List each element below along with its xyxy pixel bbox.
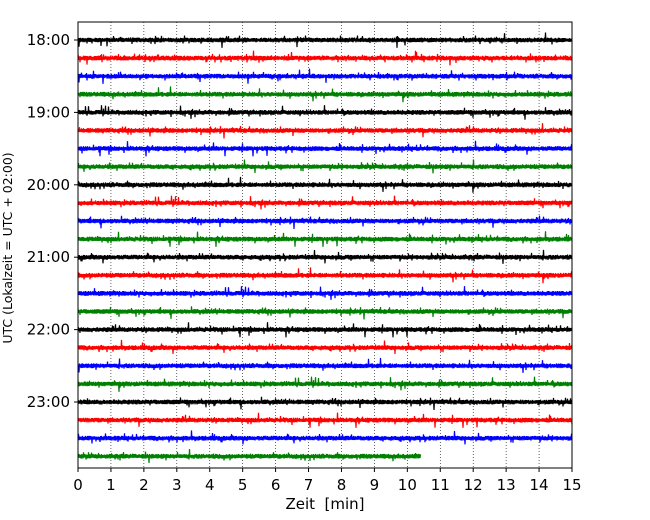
trace-2345 xyxy=(77,448,422,464)
y-tick-label: 22:00 xyxy=(27,321,70,339)
x-tick-label: 13 xyxy=(497,476,516,494)
y-axis-title: UTC (Lokalzeit = UTC + 02:00) xyxy=(0,152,15,343)
trace-2130 xyxy=(77,286,573,300)
x-axis-title: Zeit [min] xyxy=(285,495,364,513)
x-tick-label: 1 xyxy=(106,476,116,494)
x-tick-label: 15 xyxy=(562,476,581,494)
trace-2315 xyxy=(77,412,573,428)
trace-2230 xyxy=(77,357,573,373)
x-tick-label: 12 xyxy=(464,476,483,494)
x-tick-label: 2 xyxy=(139,476,149,494)
trace-2145 xyxy=(77,306,573,320)
plot-frame xyxy=(77,21,573,469)
trace-2015 xyxy=(77,195,573,210)
y-tick-label: 21:00 xyxy=(27,248,70,266)
trace-1930 xyxy=(77,140,573,157)
trace-2100 xyxy=(77,249,573,264)
x-tick-label: 5 xyxy=(238,476,248,494)
trace-2200 xyxy=(77,322,573,338)
x-tick-label: 9 xyxy=(370,476,380,494)
x-tick-label: 0 xyxy=(73,476,83,494)
trace-1800 xyxy=(77,32,573,48)
y-tick-label: 20:00 xyxy=(27,176,70,194)
traces xyxy=(77,32,573,464)
grid-lines xyxy=(110,22,540,468)
x-tick-label: 10 xyxy=(398,476,417,494)
x-tick-label: 3 xyxy=(172,476,182,494)
trace-1830 xyxy=(77,68,573,84)
trace-1915 xyxy=(77,123,573,139)
x-tick-label: 8 xyxy=(337,476,347,494)
trace-2330 xyxy=(77,430,573,445)
x-tick-label: 7 xyxy=(304,476,314,494)
x-tick-label: 6 xyxy=(271,476,281,494)
trace-1945 xyxy=(77,159,573,174)
x-tick-label: 4 xyxy=(205,476,215,494)
trace-2215 xyxy=(77,339,573,354)
y-tick-label: 23:00 xyxy=(27,393,70,411)
trace-2300 xyxy=(77,396,573,411)
y-tick-label: 18:00 xyxy=(27,31,70,49)
y-tick-label: 19:00 xyxy=(27,103,70,121)
trace-1815 xyxy=(77,50,573,66)
x-tick-label: 14 xyxy=(530,476,549,494)
trace-1845 xyxy=(77,86,573,103)
trace-2115 xyxy=(77,267,573,284)
trace-1900 xyxy=(77,105,573,120)
trace-2245 xyxy=(77,376,573,392)
x-axis: 0 1 2 3 4 5 6 7 8 9 10 11 12 13 14 15 xyxy=(73,468,582,494)
trace-2030 xyxy=(77,215,573,230)
x-tick-label: 11 xyxy=(431,476,450,494)
y-axis: 18:00 19:00 20:00 21:00 22:00 23:00 xyxy=(27,31,78,411)
trace-2045 xyxy=(77,231,573,247)
trace-2000 xyxy=(77,176,573,193)
